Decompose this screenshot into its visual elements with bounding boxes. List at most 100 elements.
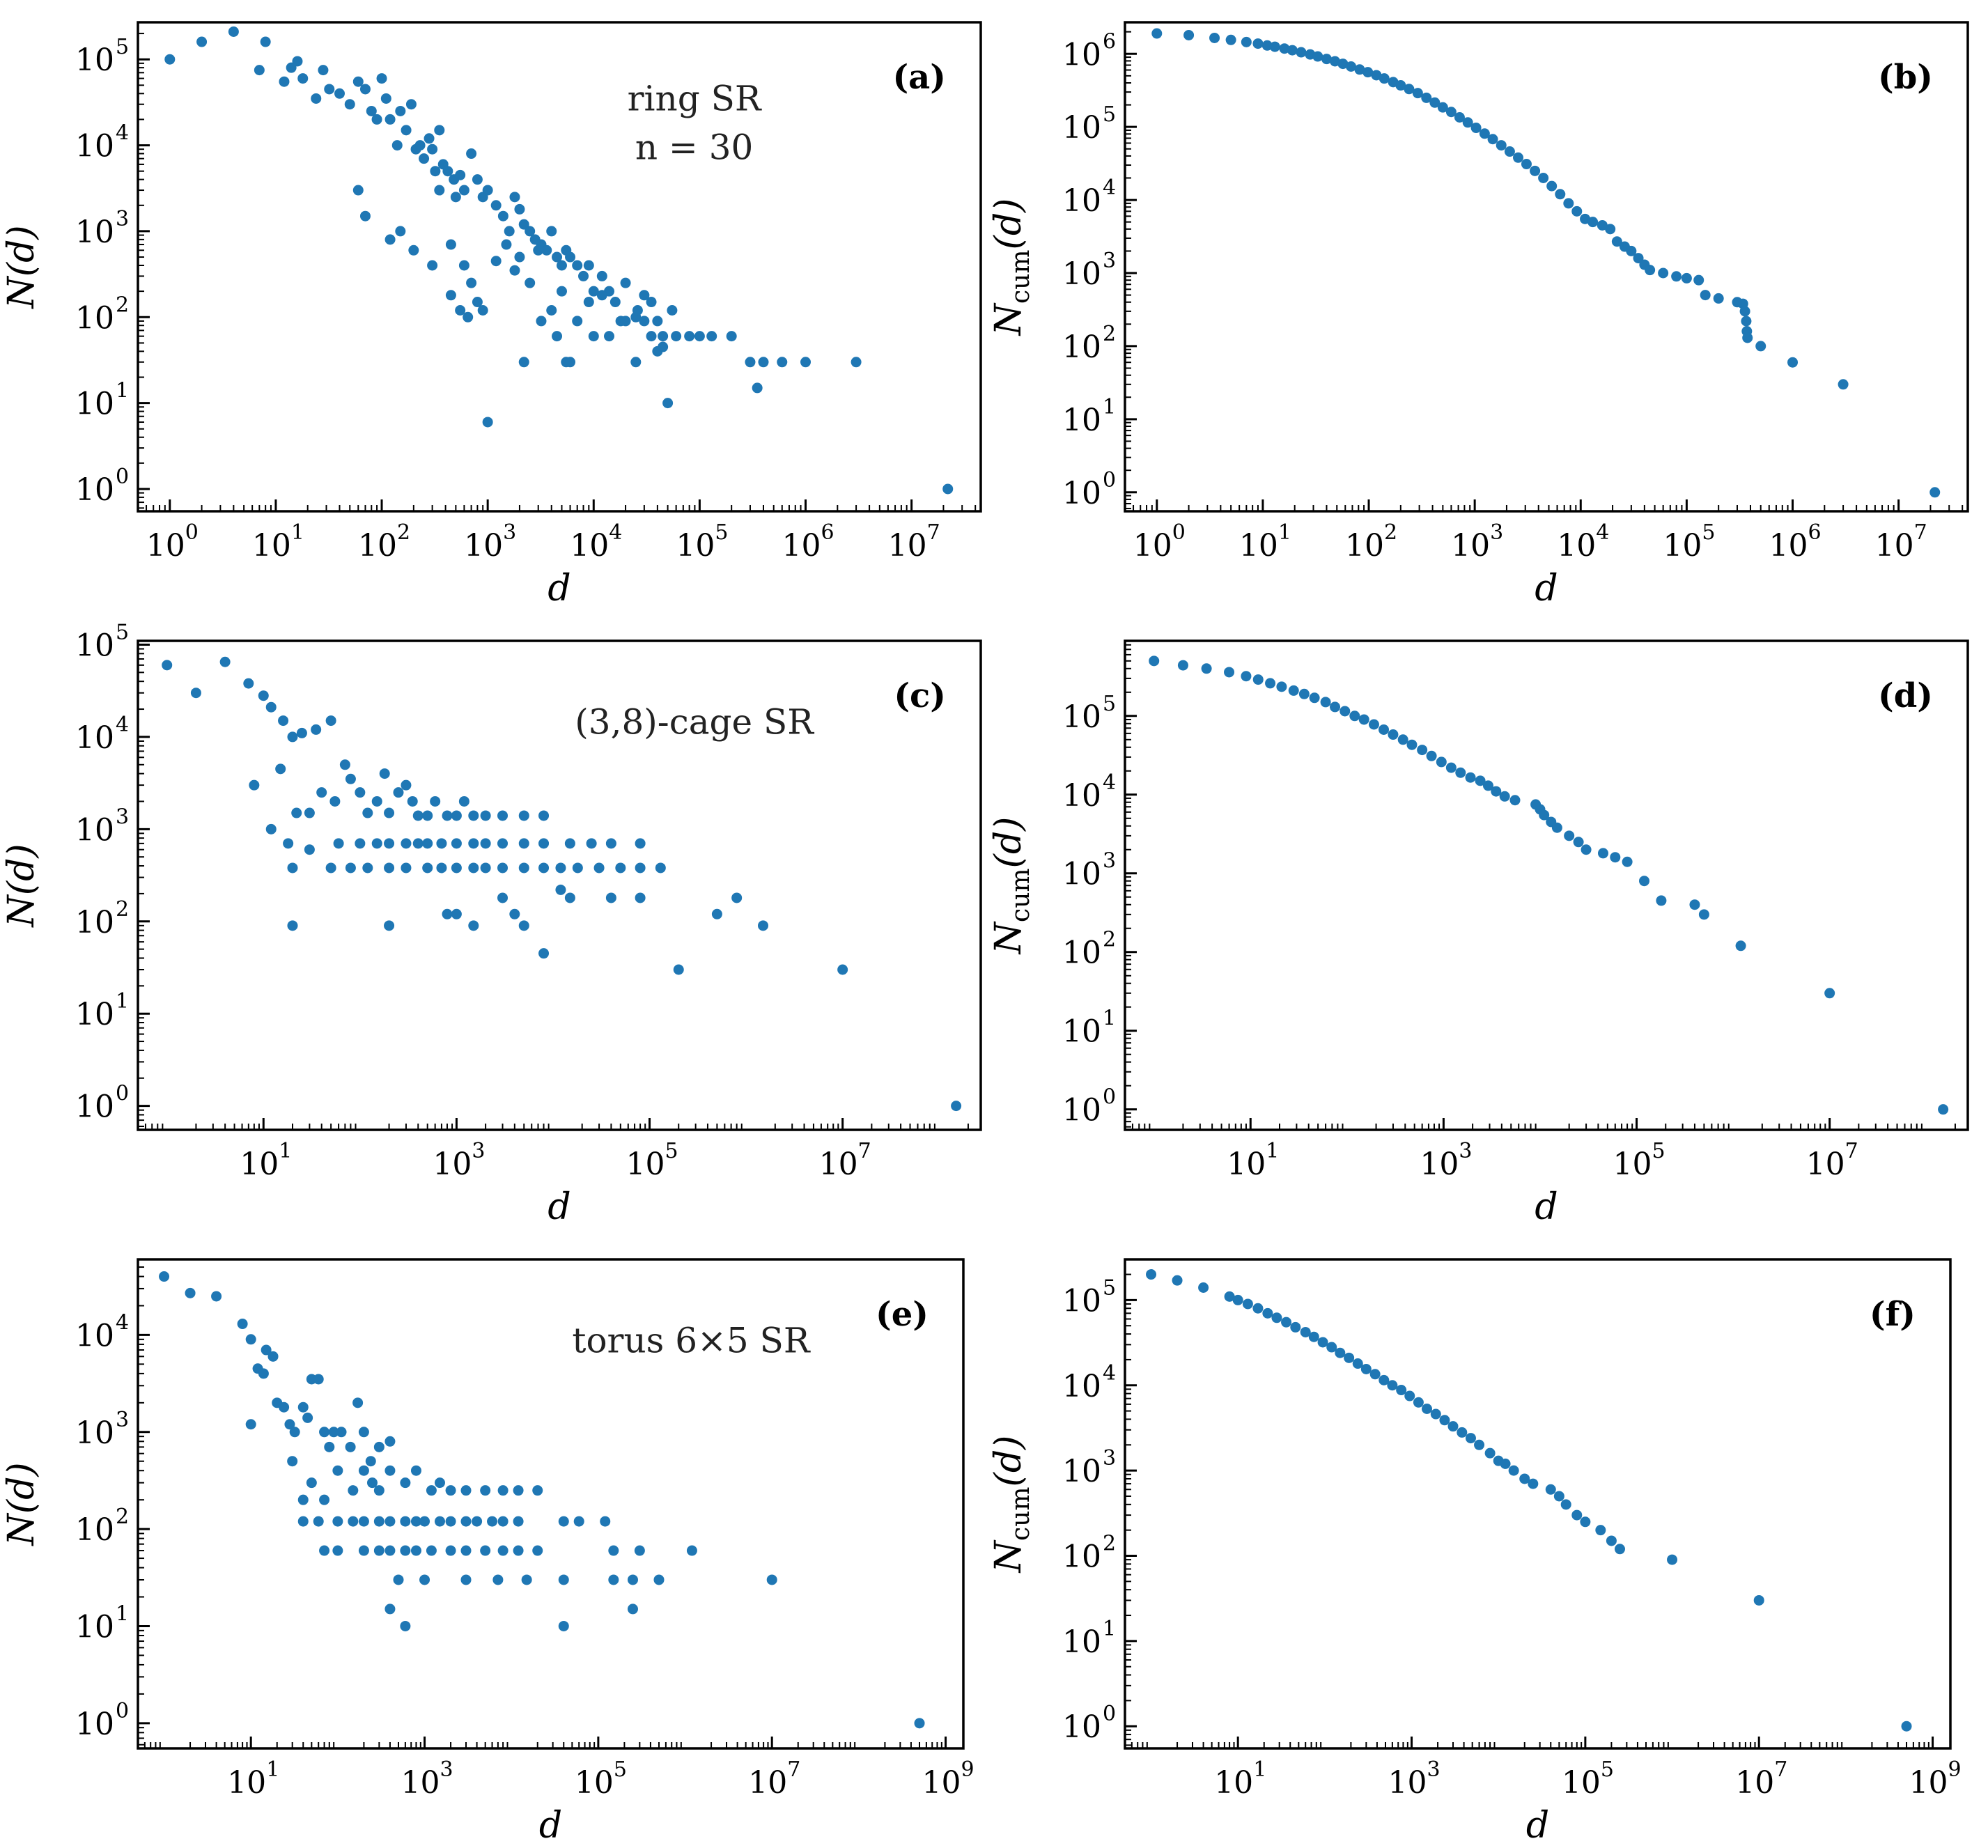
axes-frame — [1124, 639, 1969, 1131]
data-point — [410, 1545, 421, 1556]
y-tick-exponent: 5 — [1103, 1275, 1116, 1300]
data-point — [384, 862, 395, 873]
data-point — [211, 1291, 222, 1302]
data-point — [427, 260, 438, 271]
data-point — [1753, 1594, 1764, 1606]
y-tick-label: 10 — [1062, 857, 1101, 892]
data-point — [555, 884, 566, 895]
data-point — [1395, 80, 1406, 91]
data-point — [671, 331, 682, 342]
data-point — [466, 277, 477, 288]
data-point — [1224, 667, 1235, 678]
data-point — [472, 174, 483, 185]
data-point — [1177, 660, 1188, 671]
data-point — [297, 1401, 309, 1413]
panel-b: 10 0 10 1 10 2 10 3 10 4 10 5 10 6 10 710 010 110 210 310 41… — [988, 21, 1969, 609]
data-point — [297, 73, 309, 84]
data-point — [477, 305, 488, 316]
data-point — [412, 838, 424, 849]
data-point — [355, 787, 366, 798]
y-tick-exponent: 2 — [116, 293, 129, 317]
data-point — [436, 838, 447, 849]
x-tick-exponent: 7 — [1774, 1757, 1787, 1782]
y-tick-label: 10 — [75, 1512, 114, 1548]
data-point — [196, 36, 208, 47]
data-point — [451, 862, 462, 873]
data-point — [1484, 1447, 1496, 1459]
axes-frame — [1124, 21, 1969, 513]
data-point — [538, 838, 550, 849]
data-point — [450, 192, 461, 203]
data-point — [658, 341, 669, 352]
data-point — [159, 1271, 170, 1282]
x-tick-label: 10 — [748, 1765, 787, 1801]
data-point — [442, 810, 453, 821]
data-point — [497, 1485, 508, 1496]
y-tick-exponent: 0 — [1103, 1085, 1116, 1110]
data-point — [345, 773, 356, 784]
data-point — [313, 1374, 324, 1385]
data-point — [260, 36, 271, 47]
data-point — [564, 892, 575, 903]
y-tick-label: 10 — [1062, 1093, 1101, 1128]
data-point — [1539, 809, 1550, 821]
y-tick-label: 10 — [75, 1609, 114, 1645]
data-point — [333, 838, 344, 849]
data-point — [284, 1419, 295, 1430]
data-point — [275, 763, 286, 775]
panel-label: (f) — [1870, 1295, 1916, 1334]
data-point — [1271, 1312, 1282, 1323]
data-point — [1320, 697, 1331, 708]
x-tick-exponent: 1 — [266, 1757, 279, 1782]
data-point — [393, 1574, 404, 1585]
x-tick-label: 10 — [1613, 1147, 1652, 1182]
data-point — [518, 219, 529, 230]
data-point — [472, 1516, 483, 1527]
data-point — [297, 1494, 309, 1505]
data-point — [1281, 1317, 1292, 1328]
data-point — [332, 1516, 343, 1527]
data-point — [639, 316, 650, 327]
data-point — [525, 277, 536, 288]
data-point — [1735, 940, 1746, 952]
data-point — [458, 185, 469, 196]
data-point — [292, 56, 303, 67]
data-point — [345, 1441, 356, 1452]
data-point — [1290, 1321, 1301, 1333]
y-tick-label: 10 — [1062, 1624, 1101, 1660]
y-tick-label: 10 — [75, 42, 114, 78]
y-tick-exponent: 4 — [1103, 176, 1116, 200]
data-point — [1671, 271, 1682, 282]
data-point — [480, 1485, 491, 1496]
y-tick-exponent: 4 — [1103, 1361, 1116, 1385]
data-point — [296, 727, 307, 738]
data-point — [1658, 267, 1669, 279]
data-point — [497, 810, 508, 821]
y-axis-label: Ncum(d) — [988, 1436, 1035, 1574]
x-tick-label: 10 — [358, 528, 397, 564]
data-point — [1241, 671, 1252, 682]
data-point — [245, 1419, 256, 1430]
data-point — [1504, 146, 1515, 157]
data-point — [1421, 92, 1432, 103]
data-point — [379, 768, 390, 779]
data-point — [400, 1477, 411, 1489]
data-point — [951, 1101, 962, 1112]
data-point — [1146, 1269, 1157, 1280]
panel-label: (a) — [892, 58, 946, 97]
data-point — [1487, 134, 1498, 145]
data-point — [492, 1574, 504, 1585]
data-point — [410, 1465, 421, 1476]
data-point — [1209, 32, 1220, 43]
y-tick-label: 10 — [1062, 778, 1101, 814]
data-point — [556, 260, 567, 271]
data-point — [1496, 140, 1507, 151]
data-point — [1413, 1397, 1424, 1408]
data-point — [1700, 290, 1711, 301]
data-point — [588, 286, 599, 297]
data-point — [652, 316, 663, 327]
data-point — [329, 795, 341, 807]
data-point — [1530, 165, 1541, 176]
data-point — [385, 1436, 396, 1447]
